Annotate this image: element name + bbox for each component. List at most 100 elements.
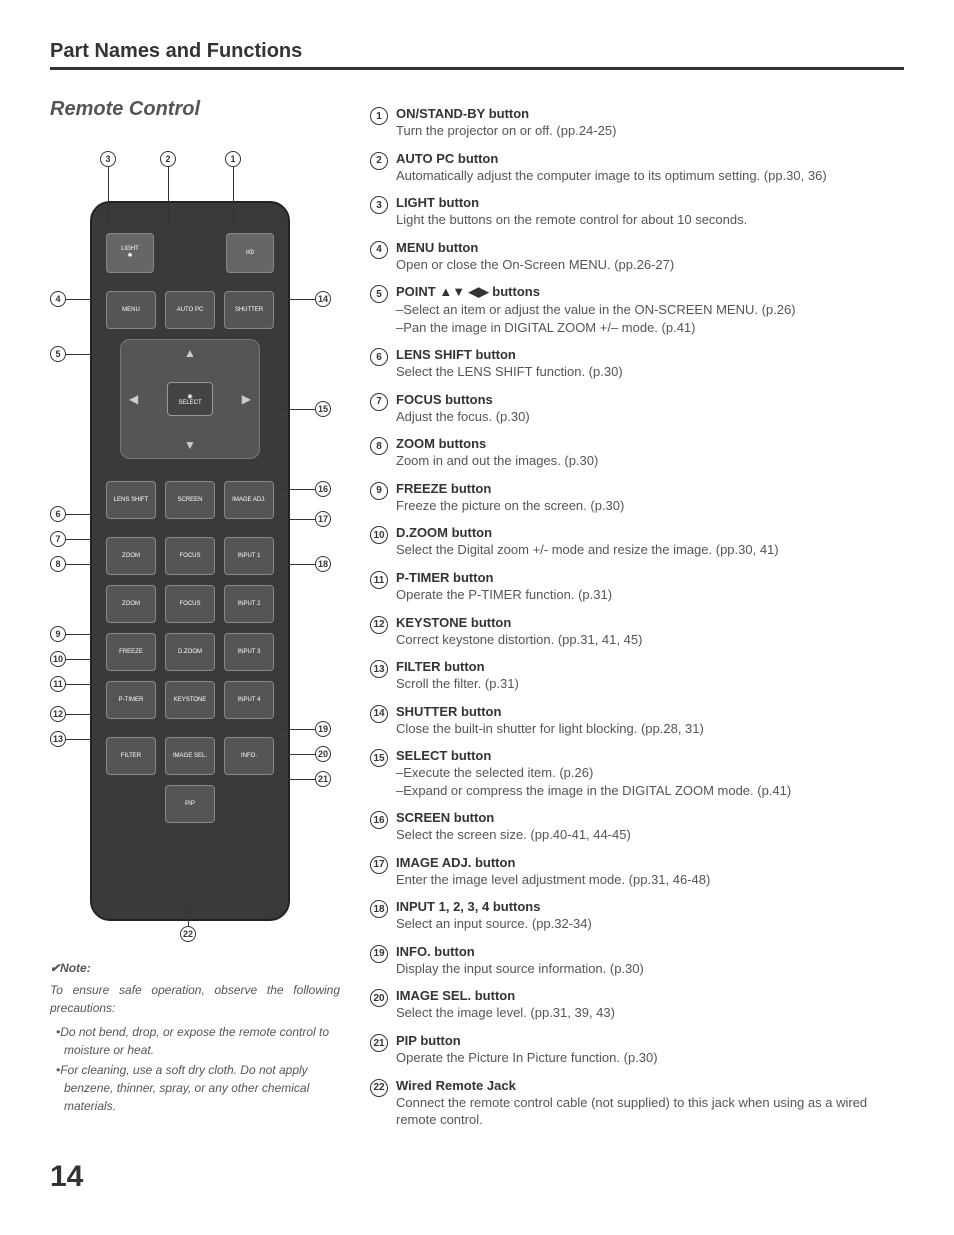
section-header: Part Names and Functions	[50, 40, 904, 70]
content-wrap: Remote Control LIGHT✱ I/⏼ MENU AUTO PC S…	[50, 98, 904, 1140]
item-description: Operate the P-TIMER function. (p.31)	[396, 586, 904, 604]
callout-number: 7	[50, 531, 66, 547]
item-number: 11	[370, 571, 388, 589]
item-description: Scroll the filter. (p.31)	[396, 675, 904, 693]
item-number: 20	[370, 989, 388, 1007]
item-number: 12	[370, 616, 388, 634]
description-item: 6LENS SHIFT buttonSelect the LENS SHIFT …	[370, 347, 904, 381]
callout-number: 2	[160, 151, 176, 167]
callout-number: 9	[50, 626, 66, 642]
page-number: 14	[50, 1160, 904, 1194]
item-description: Adjust the focus. (p.30)	[396, 408, 904, 426]
item-title: LIGHT button	[396, 195, 904, 210]
item-number: 8	[370, 437, 388, 455]
description-item: 1ON/STAND-BY buttonTurn the projector on…	[370, 106, 904, 140]
item-title: P-TIMER button	[396, 570, 904, 585]
item-number: 1	[370, 107, 388, 125]
description-item: 22 Wired Remote JackConnect the remote co…	[370, 1078, 904, 1129]
lensshift-button: LENS SHIFT	[106, 481, 156, 519]
callout-number: 12	[50, 706, 66, 722]
callout-number: 5	[50, 346, 66, 362]
callout-number: 15	[315, 401, 331, 417]
item-title: ON/STAND-BY button	[396, 106, 904, 121]
item-number: 4	[370, 241, 388, 259]
item-number: 19	[370, 945, 388, 963]
item-title: SCREEN button	[396, 810, 904, 825]
note-bullet: •For cleaning, use a soft dry cloth. Do …	[50, 1061, 340, 1115]
description-item: 13FILTER buttonScroll the filter. (p.31)	[370, 659, 904, 693]
item-number: 22	[370, 1079, 388, 1097]
description-item: 14SHUTTER buttonClose the built-in shutt…	[370, 704, 904, 738]
imageadj-button: IMAGE ADJ.	[224, 481, 274, 519]
description-item: 7FOCUS buttonsAdjust the focus. (p.30)	[370, 392, 904, 426]
dzoom-button: D.ZOOM	[165, 633, 215, 671]
item-title: LENS SHIFT button	[396, 347, 904, 362]
callout-number: 17	[315, 511, 331, 527]
item-title: POINT ▲▼ ◀▶ buttons	[396, 284, 904, 300]
item-number: 14	[370, 705, 388, 723]
item-description: Freeze the picture on the screen. (p.30)	[396, 497, 904, 515]
input1-button: INPUT 1	[224, 537, 274, 575]
item-description: Display the input source information. (p…	[396, 960, 904, 978]
callout-number: 14	[315, 291, 331, 307]
remote-body: LIGHT✱ I/⏼ MENU AUTO PC SHUTTER ▲ ▼ ◀ ▶ …	[90, 201, 290, 921]
item-title: INPUT 1, 2, 3, 4 buttons	[396, 899, 904, 914]
right-column: 1ON/STAND-BY buttonTurn the projector on…	[370, 98, 904, 1140]
item-description: Light the buttons on the remote control …	[396, 211, 904, 229]
item-description: Connect the remote control cable (not su…	[396, 1094, 904, 1129]
item-description: Select the Digital zoom +/- mode and res…	[396, 541, 904, 559]
select-button: ◉SELECT	[167, 382, 213, 416]
item-description: –Execute the selected item. (p.26)–Expan…	[396, 764, 904, 799]
callout-number: 11	[50, 676, 66, 692]
zoom-up-button: ZOOM	[106, 537, 156, 575]
ptimer-button: P-TIMER	[106, 681, 156, 719]
pip-button: PIP	[165, 785, 215, 823]
callout-number: 16	[315, 481, 331, 497]
item-description: Close the built-in shutter for light blo…	[396, 720, 904, 738]
callout-number: 18	[315, 556, 331, 572]
item-number: 9	[370, 482, 388, 500]
item-number: 16	[370, 811, 388, 829]
item-number: 21	[370, 1034, 388, 1052]
focus-down-button: FOCUS	[165, 585, 215, 623]
keystone-button: KEYSTONE	[165, 681, 215, 719]
callout-number: 20	[315, 746, 331, 762]
item-number: 18	[370, 900, 388, 918]
item-title: D.ZOOM button	[396, 525, 904, 540]
item-number: 17	[370, 856, 388, 874]
freeze-button: FREEZE	[106, 633, 156, 671]
note-title: ✔Note:	[50, 961, 340, 975]
shutter-button: SHUTTER	[224, 291, 274, 329]
item-title: MENU button	[396, 240, 904, 255]
description-item: 21PIP buttonOperate the Picture In Pictu…	[370, 1033, 904, 1067]
item-description: Zoom in and out the images. (p.30)	[396, 452, 904, 470]
note-intro: To ensure safe operation, observe the fo…	[50, 981, 340, 1017]
callout-number: 13	[50, 731, 66, 747]
item-description: Select the image level. (pp.31, 39, 43)	[396, 1004, 904, 1022]
item-number: 3	[370, 196, 388, 214]
item-description: Select the screen size. (pp.40-41, 44-45…	[396, 826, 904, 844]
item-description: Open or close the On-Screen MENU. (pp.26…	[396, 256, 904, 274]
callout-number: 19	[315, 721, 331, 737]
item-number: 5	[370, 285, 388, 303]
callout-number: 3	[100, 151, 116, 167]
item-title: KEYSTONE button	[396, 615, 904, 630]
description-item: 18INPUT 1, 2, 3, 4 buttonsSelect an inpu…	[370, 899, 904, 933]
item-title: FREEZE button	[396, 481, 904, 496]
description-item: 9 FREEZE buttonFreeze the picture on the …	[370, 481, 904, 515]
callout-number: 1	[225, 151, 241, 167]
menu-button: MENU	[106, 291, 156, 329]
subtitle: Remote Control	[50, 98, 340, 121]
zoom-down-button: ZOOM	[106, 585, 156, 623]
input2-button: INPUT 2	[224, 585, 274, 623]
callout-number: 6	[50, 506, 66, 522]
item-title: AUTO PC button	[396, 151, 904, 166]
description-item: 2AUTO PC buttonAutomatically adjust the …	[370, 151, 904, 185]
callout-number: 8	[50, 556, 66, 572]
description-item: 4 MENU buttonOpen or close the On-Screen …	[370, 240, 904, 274]
item-title: Wired Remote Jack	[396, 1078, 904, 1093]
item-title: FILTER button	[396, 659, 904, 674]
description-item: 16 SCREEN buttonSelect the screen size. (…	[370, 810, 904, 844]
description-item: 12KEYSTONE buttonCorrect keystone distor…	[370, 615, 904, 649]
item-title: IMAGE ADJ. button	[396, 855, 904, 870]
